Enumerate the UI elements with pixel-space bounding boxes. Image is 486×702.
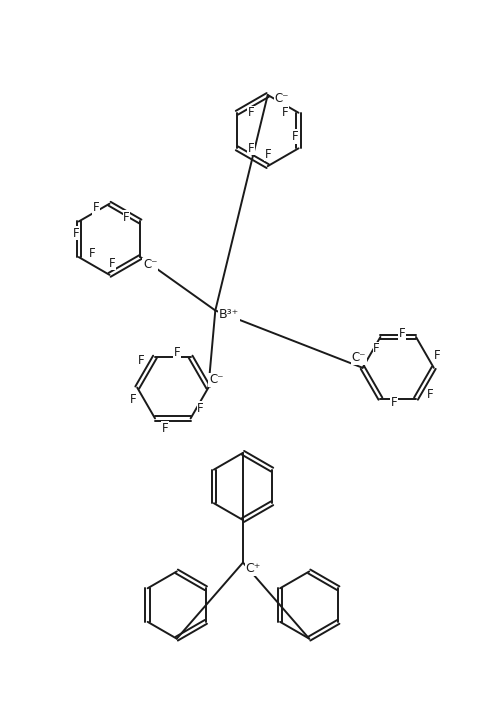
Text: F: F bbox=[123, 211, 130, 224]
Text: C⁻: C⁻ bbox=[143, 258, 157, 272]
Text: F: F bbox=[247, 142, 254, 155]
Text: F: F bbox=[161, 422, 168, 435]
Text: F: F bbox=[281, 106, 288, 119]
Text: F: F bbox=[109, 256, 116, 270]
Text: C⁺: C⁺ bbox=[245, 562, 260, 575]
Text: F: F bbox=[373, 343, 380, 355]
Text: B³⁺: B³⁺ bbox=[219, 308, 239, 321]
Text: F: F bbox=[92, 201, 99, 214]
Text: C⁻: C⁻ bbox=[274, 93, 289, 105]
Text: F: F bbox=[391, 396, 398, 409]
Text: F: F bbox=[427, 388, 433, 401]
Text: F: F bbox=[247, 106, 254, 119]
Text: F: F bbox=[174, 346, 180, 359]
Text: F: F bbox=[434, 350, 440, 362]
Text: C⁻: C⁻ bbox=[209, 373, 224, 386]
Text: F: F bbox=[197, 402, 204, 415]
Text: F: F bbox=[138, 355, 144, 367]
Text: F: F bbox=[264, 148, 271, 161]
Text: F: F bbox=[292, 130, 299, 143]
Text: F: F bbox=[399, 326, 405, 340]
Text: F: F bbox=[89, 246, 96, 260]
Text: F: F bbox=[72, 227, 79, 240]
Text: C⁻: C⁻ bbox=[351, 352, 366, 364]
Text: F: F bbox=[130, 393, 137, 406]
